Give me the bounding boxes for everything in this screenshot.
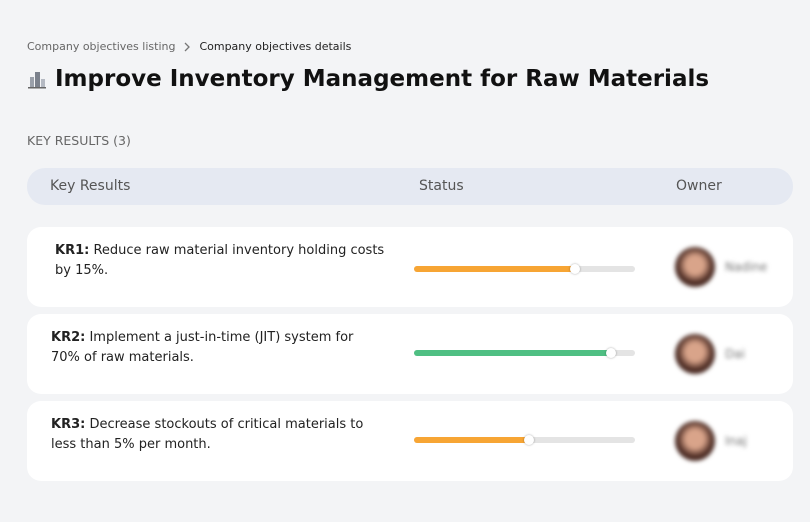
building-icon [28, 72, 46, 89]
column-header: Key Results [50, 178, 131, 194]
key-result-text: KR2: Implement a just-in-time (JIT) syst… [51, 328, 381, 368]
progress-knob [523, 435, 534, 445]
key-result-row[interactable]: KR1: Reduce raw material inventory holdi… [27, 227, 793, 307]
breadcrumb-current: Company objectives details [199, 40, 352, 53]
page-title: Improve Inventory Management for Raw Mat… [55, 66, 710, 92]
progress-track [414, 348, 635, 358]
key-result-row[interactable]: KR3: Decrease stockouts of critical mate… [27, 401, 793, 481]
column-header: Owner [676, 178, 722, 194]
column-header: Status [419, 178, 464, 194]
owner-name: Inaj [725, 434, 747, 448]
progress-fill [414, 350, 611, 356]
key-result-row[interactable]: KR2: Implement a just-in-time (JIT) syst… [27, 314, 793, 394]
key-result-description: Decrease stockouts of critical materials… [51, 417, 364, 452]
breadcrumb-link[interactable]: Company objectives listing [27, 40, 176, 53]
key-result-id: KR2: [51, 330, 86, 345]
key-result-description: Reduce raw material inventory holding co… [55, 243, 385, 278]
chevron [184, 42, 191, 51]
title-row: Improve Inventory Management for Raw Mat… [27, 66, 709, 92]
owner-avatar [675, 334, 715, 374]
table-header: Key Results Status Owner [27, 168, 793, 205]
progress-knob [570, 264, 581, 274]
owner-avatar [675, 421, 715, 461]
owner-name: Dai [725, 347, 745, 361]
key-result-text: KR1: Reduce raw material inventory holdi… [55, 241, 385, 281]
progress-fill [414, 266, 576, 272]
key-result-text: KR3: Decrease stockouts of critical mate… [51, 415, 381, 455]
owner-name: Nadine [725, 260, 768, 274]
section-label: KEY RESULTS (3) [27, 133, 131, 148]
key-result-description: Implement a just-in-time (JIT) system fo… [51, 330, 354, 365]
owner-avatar [675, 247, 715, 287]
progress-track [414, 435, 635, 445]
progress-track [414, 264, 635, 274]
progress-knob [605, 348, 616, 358]
breadcrumb: Company objectives listing Company objec… [27, 40, 351, 53]
key-result-id: KR3: [51, 417, 86, 432]
progress-fill [414, 437, 529, 443]
key-result-id: KR1: [55, 243, 90, 258]
